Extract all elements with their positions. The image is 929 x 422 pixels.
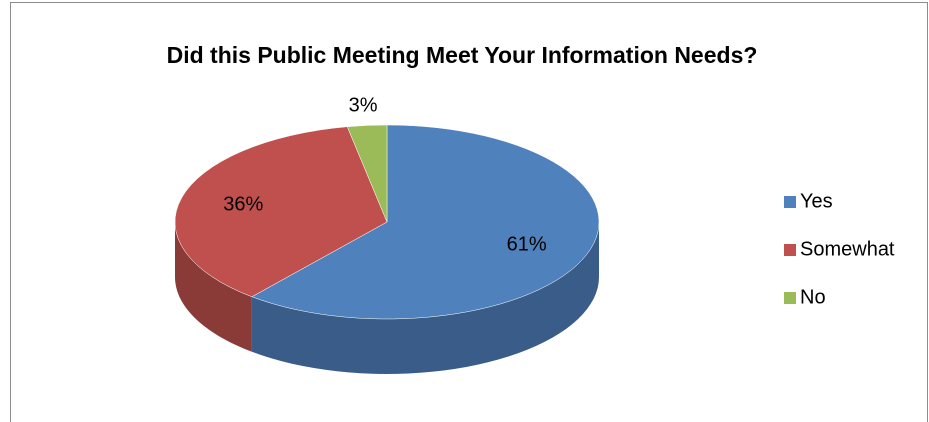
legend-swatch — [784, 196, 796, 208]
legend-label: No — [800, 286, 826, 308]
pie-side — [251, 222, 599, 374]
pie-slice — [251, 124, 600, 320]
legend-swatch — [784, 244, 796, 256]
data-label: 3% — [349, 94, 378, 116]
legend-swatch — [784, 292, 796, 304]
data-label: 61% — [507, 233, 547, 255]
data-label: 36% — [223, 193, 263, 215]
pie-slice — [346, 124, 388, 223]
legend-label: Somewhat — [800, 238, 895, 260]
pie-side — [175, 222, 252, 352]
legend-label: Yes — [800, 190, 833, 212]
chart-title: Did this Public Meeting Meet Your Inform… — [167, 42, 758, 68]
pie-slice — [174, 126, 388, 298]
